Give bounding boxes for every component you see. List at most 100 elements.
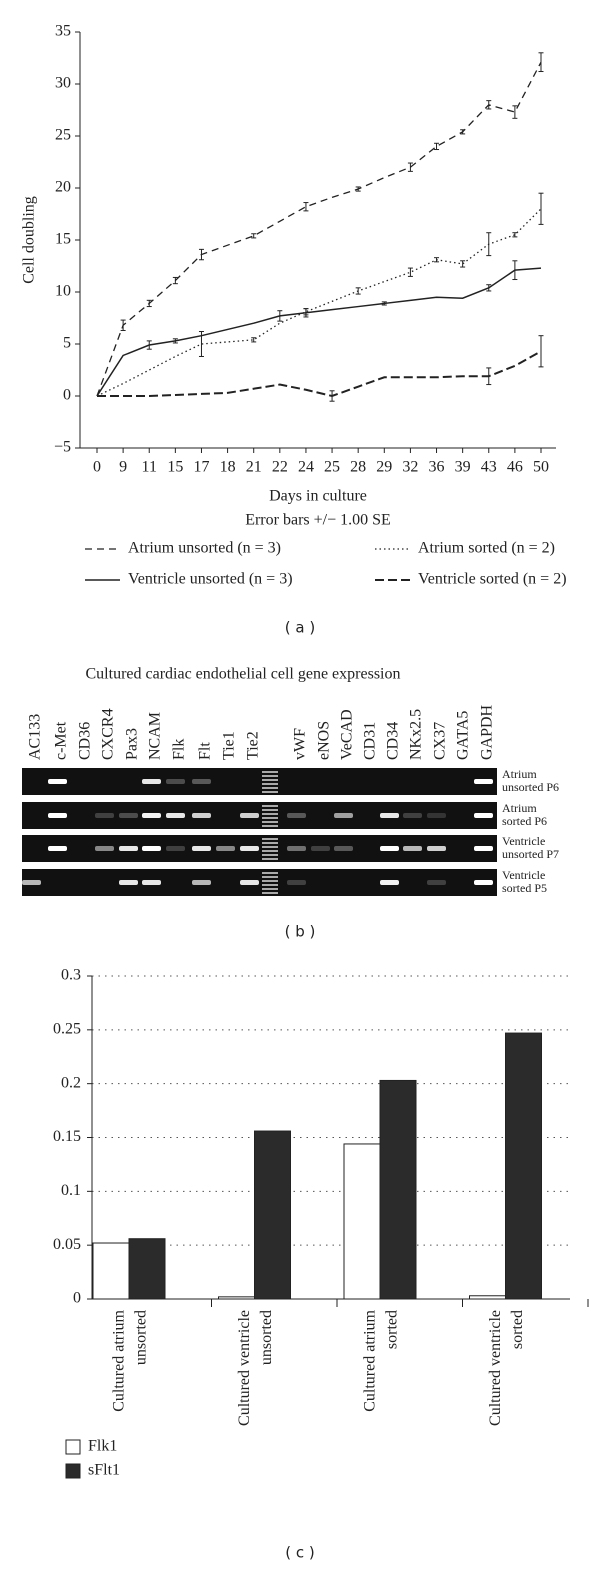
ladder-band — [262, 884, 278, 886]
panel-label: ( b ) — [285, 923, 316, 941]
gel-band — [474, 880, 493, 885]
ladder-band — [262, 838, 278, 840]
error-bar — [251, 337, 257, 343]
y-tick-label: 0.3 — [61, 967, 81, 984]
ladder-band — [262, 892, 278, 894]
x-tick-label: 11 — [142, 459, 157, 476]
bar — [128, 1238, 166, 1300]
gel-lane-strip — [22, 802, 497, 829]
gel-band — [240, 846, 259, 851]
gel-band — [48, 779, 67, 784]
gel-band — [380, 880, 399, 885]
lane-label: eNOS — [316, 721, 333, 760]
error-bar — [486, 367, 492, 386]
x-tick-label: sorted — [384, 1310, 401, 1349]
error-bar — [172, 338, 178, 344]
lane-label: CXCR4 — [100, 708, 117, 760]
x-tick-label: Cultured ventricle — [487, 1310, 504, 1426]
gel-band — [48, 813, 67, 818]
error-bar — [538, 335, 544, 368]
error-bar — [486, 100, 492, 110]
error-bar — [486, 232, 492, 257]
gel-band — [192, 846, 211, 851]
lane-label: GATA5 — [455, 711, 472, 760]
error-bar — [460, 129, 466, 135]
gel-band — [95, 813, 114, 818]
y-tick-label: 30 — [55, 75, 71, 92]
error-bar — [434, 257, 440, 263]
ladder-band — [262, 888, 278, 890]
gel-lane-strip — [22, 835, 497, 862]
gel-band — [166, 813, 185, 818]
gel-band — [166, 846, 185, 851]
gel-band — [334, 813, 353, 818]
x-tick-label: unsorted — [258, 1310, 275, 1365]
error-bar — [538, 192, 544, 225]
legend-swatch — [65, 1463, 81, 1479]
lane-label: CD36 — [77, 722, 94, 760]
gel-band — [287, 846, 306, 851]
y-tick-label: 0.1 — [61, 1182, 81, 1199]
gel-band — [95, 846, 114, 851]
gel-band — [334, 846, 353, 851]
gel-band — [427, 813, 446, 818]
gel-band — [380, 846, 399, 851]
x-tick-label: 36 — [429, 459, 445, 476]
ladder-band — [262, 850, 278, 852]
gel-band — [192, 813, 211, 818]
x-tick-label: Cultured atrium — [111, 1309, 128, 1411]
series-line — [96, 267, 542, 397]
y-tick-label: 35 — [55, 23, 71, 40]
x-tick-label: 39 — [455, 459, 471, 476]
y-tick-label: 0.15 — [53, 1128, 81, 1145]
bar — [254, 1130, 291, 1300]
y-tick-label: 0.2 — [61, 1074, 81, 1091]
gel-band — [240, 813, 259, 818]
error-bar — [512, 105, 518, 119]
gel-band — [403, 813, 422, 818]
gel-title: Cultured cardiac endothelial cell gene e… — [86, 666, 401, 683]
lane-label: NCAM — [147, 712, 164, 760]
y-tick-label: 0.05 — [53, 1236, 81, 1253]
lane-label: CD34 — [385, 722, 402, 760]
note: Error bars +/− 1.00 SE — [245, 512, 391, 529]
ladder-band — [262, 805, 278, 807]
legend-label: sFlt1 — [88, 1462, 120, 1479]
lane-label: Tie2 — [245, 731, 262, 760]
error-bar — [303, 202, 309, 212]
gel-band — [403, 846, 422, 851]
series-line — [97, 350, 542, 398]
error-bar — [538, 52, 544, 73]
ladder-band — [262, 821, 278, 823]
x-tick-label: unsorted — [133, 1310, 150, 1365]
legend-swatch — [65, 1439, 81, 1455]
gel-band — [240, 880, 259, 885]
gel-band — [119, 880, 138, 885]
bar — [92, 1242, 130, 1300]
gel-band — [474, 813, 493, 818]
lane-label: NKx2.5 — [408, 709, 425, 760]
x-tick-label: 28 — [350, 459, 366, 476]
legend-label: Ventricle unsorted (n = 3) — [128, 571, 293, 588]
x-tick-label: sorted — [509, 1310, 526, 1349]
row-label: Ventricle — [502, 868, 545, 882]
error-bar — [146, 340, 152, 350]
error-bar — [355, 287, 361, 295]
error-bar — [120, 319, 126, 331]
gel-band — [216, 846, 235, 851]
lane-label: CD31 — [362, 722, 379, 760]
y-tick-label: 0 — [73, 1290, 81, 1307]
series-line — [96, 208, 542, 397]
gel-band — [192, 880, 211, 885]
x-tick-label: 18 — [220, 459, 236, 476]
error-bar — [407, 162, 413, 172]
bar — [379, 1079, 417, 1300]
gel-band — [166, 779, 185, 784]
x-tick-label: 24 — [298, 459, 314, 476]
error-bar — [434, 142, 440, 151]
ladder-band — [262, 775, 278, 777]
ladder-band — [262, 854, 278, 856]
lane-label: GAPDH — [479, 704, 496, 760]
gel-band — [119, 846, 138, 851]
error-bar — [512, 260, 518, 281]
